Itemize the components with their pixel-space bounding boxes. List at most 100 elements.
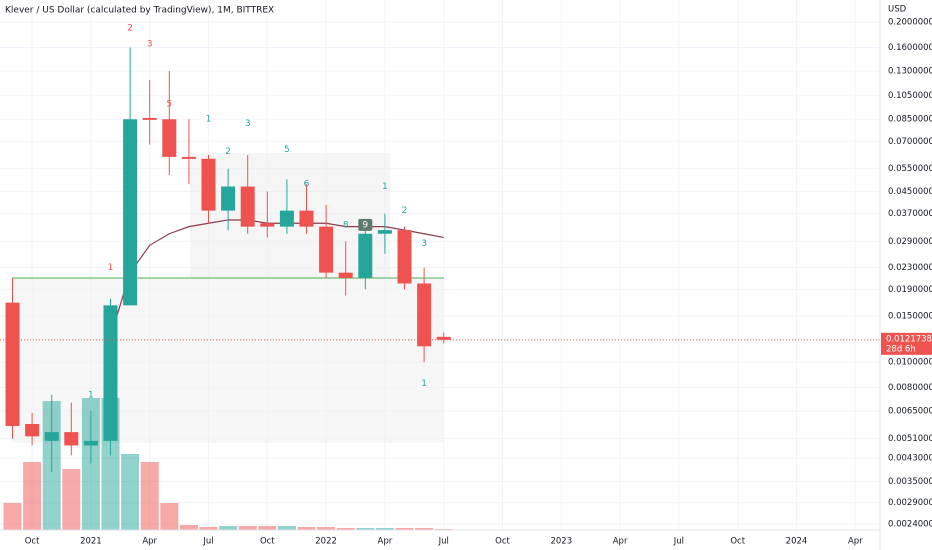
x-tick-label: Jul (673, 537, 684, 547)
candle-body (358, 233, 373, 278)
volume-bar (297, 527, 316, 530)
x-tick-label: Oct (25, 537, 40, 547)
x-tick-label: Apr (848, 537, 863, 547)
candle-body (377, 230, 392, 234)
annotation: 1 (382, 182, 388, 192)
volume-bar (3, 503, 22, 530)
annotation: 1 (206, 115, 212, 125)
volume-bar (375, 528, 394, 530)
volume-bar (23, 462, 42, 530)
annotation: 1 (88, 390, 94, 400)
x-tick-label: Jul (202, 537, 213, 547)
x-tick-label: 2022 (315, 537, 337, 547)
annotation: 1 (421, 379, 427, 389)
shaded-zone (12, 278, 444, 443)
chart-title: Klever / US Dollar (calculated by Tradin… (5, 6, 274, 16)
candle-body (83, 440, 98, 446)
volume-bar (258, 526, 277, 530)
candle-body (279, 210, 294, 227)
candle-body (319, 226, 334, 273)
y-tick-label: 0.00240000 (888, 520, 932, 530)
volume-bar (62, 469, 81, 530)
y-axis-label: USD (888, 5, 907, 15)
annotation: 5 (166, 100, 172, 110)
x-tick-label: Oct (730, 537, 745, 547)
candle-body (44, 432, 59, 441)
moving-average (109, 219, 444, 338)
x-tick-label: 2021 (80, 537, 102, 547)
volume-bar (415, 528, 434, 530)
volume-bar (336, 528, 355, 530)
candle-body (25, 424, 40, 437)
x-tick-label: Apr (613, 537, 628, 547)
annotation: 5 (284, 145, 290, 155)
annotation: 2 (127, 23, 133, 33)
candle-body (221, 186, 236, 211)
x-tick-label: Jul (438, 537, 449, 547)
volume-bar (179, 525, 198, 530)
annotation: 3 (245, 119, 251, 129)
volume-bar (277, 526, 296, 530)
annotation: 3 (147, 39, 153, 49)
candle-body (436, 336, 451, 340)
x-tick-label: Oct (260, 537, 275, 547)
candle-body (162, 119, 177, 157)
annotation: 9 (362, 220, 368, 230)
candle-body (260, 223, 275, 227)
annotation: 3 (421, 239, 427, 249)
volume-bar (160, 503, 179, 530)
annotation: 2 (225, 147, 231, 157)
volume-bar (140, 462, 159, 530)
candle-body (181, 156, 196, 159)
x-tick-label: Apr (142, 537, 157, 547)
annotation: 2 (402, 206, 408, 216)
candle-body (64, 432, 79, 446)
candle-body (5, 302, 20, 426)
candle-body (142, 117, 157, 120)
volume-bar (199, 527, 218, 530)
candle-body (123, 119, 138, 306)
volume-bar (81, 398, 100, 530)
x-tick-label: Oct (495, 537, 510, 547)
x-tick-label: Apr (378, 537, 393, 547)
price-label-box (881, 332, 932, 355)
price-countdown: 28d 6h (886, 344, 916, 354)
volume-bar (121, 454, 140, 530)
candle-body (397, 230, 412, 284)
candle-body (338, 272, 353, 278)
candle-body (417, 283, 432, 347)
x-tick-label: 2023 (550, 537, 572, 547)
candle-body (299, 210, 314, 227)
candle-body (103, 305, 118, 441)
plot: 2 3 5 1 2 3 5 6 8 9 1 2 3 1 1 1 (0, 23, 880, 530)
volume-bar (219, 526, 238, 530)
annotation: 8 (343, 220, 349, 230)
volume-bar (395, 528, 414, 530)
annotation: 6 (304, 180, 310, 190)
volume-bar (356, 528, 375, 530)
annotation-box (358, 218, 373, 231)
annotation: 1 (108, 263, 114, 273)
